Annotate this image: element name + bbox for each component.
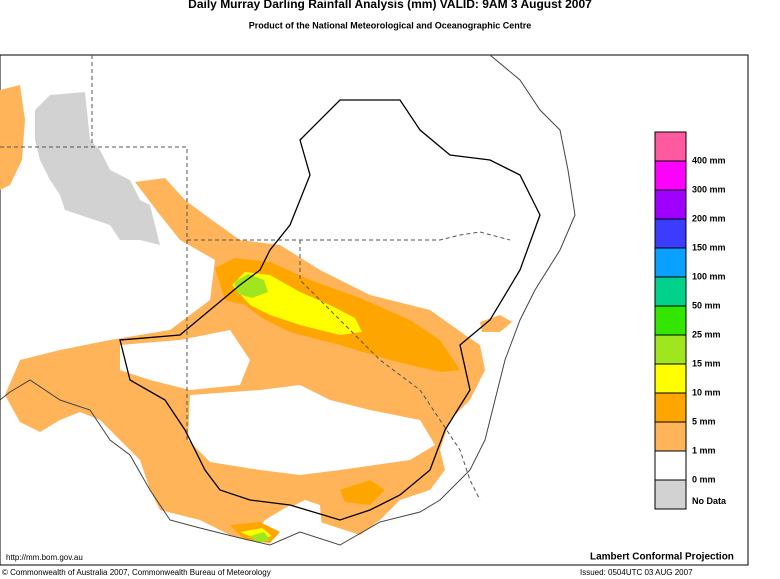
projection-note: Lambert Conformal Projection — [590, 552, 734, 563]
legend-label: 300 mm — [692, 184, 726, 194]
title: Daily Murray Darling Rainfall Analysis (… — [188, 0, 592, 11]
border — [299, 240, 481, 501]
no-data-area — [35, 92, 160, 245]
legend-swatch — [654, 392, 687, 423]
legend-label: 50 mm — [692, 300, 721, 310]
map-area — [0, 54, 749, 566]
rain-1mm-area — [0, 85, 25, 190]
coastline — [0, 54, 576, 546]
legend-swatch — [654, 450, 687, 481]
legend-swatch — [654, 479, 687, 510]
legend-swatch — [654, 247, 687, 278]
legend-swatch — [654, 189, 687, 220]
legend-label: No Data — [692, 496, 727, 506]
legend-swatch — [654, 421, 687, 452]
legend-swatch — [654, 131, 687, 162]
issued-time: Issued: 0504UTC 03 AUG 2007 — [580, 568, 693, 577]
rain-15mm-area — [234, 274, 268, 298]
rain-15mm-area — [250, 532, 270, 543]
legend-label: 1 mm — [692, 445, 716, 455]
subtitle: Product of the National Meteorological a… — [249, 20, 532, 30]
rain-5mm-area — [340, 480, 385, 505]
legend-label: 25 mm — [692, 329, 721, 339]
legend-swatch — [654, 305, 687, 336]
legend-swatch — [654, 160, 687, 191]
legend-label: 10 mm — [692, 387, 721, 397]
legend-label: 100 mm — [692, 271, 726, 281]
basin-boundary — [119, 99, 541, 521]
state-borders — [0, 55, 511, 501]
legend-swatch — [654, 218, 687, 249]
rain-0mm-area — [285, 500, 322, 530]
source-url: http://mm.bom.gov.au — [6, 553, 83, 562]
legend-label: 400 mm — [692, 155, 726, 165]
copyright: © Commonwealth of Australia 2007, Common… — [2, 568, 271, 577]
legend-label: 5 mm — [692, 416, 716, 426]
rain-0mm-area — [188, 385, 435, 475]
legend-swatch — [654, 334, 687, 365]
legend-label: 200 mm — [692, 213, 726, 223]
rain-1mm-area — [480, 315, 512, 332]
legend-label: 150 mm — [692, 242, 726, 252]
legend-swatch — [654, 276, 687, 307]
border — [187, 231, 511, 241]
legend-label: 15 mm — [692, 358, 721, 368]
rain-0mm-area — [120, 330, 250, 390]
legend-label: 0 mm — [692, 474, 716, 484]
legend: 400 mm 300 mm 200 mm 150 mm 100 mm 50 mm 25 mm… — [654, 131, 727, 510]
legend-swatch — [654, 363, 687, 394]
